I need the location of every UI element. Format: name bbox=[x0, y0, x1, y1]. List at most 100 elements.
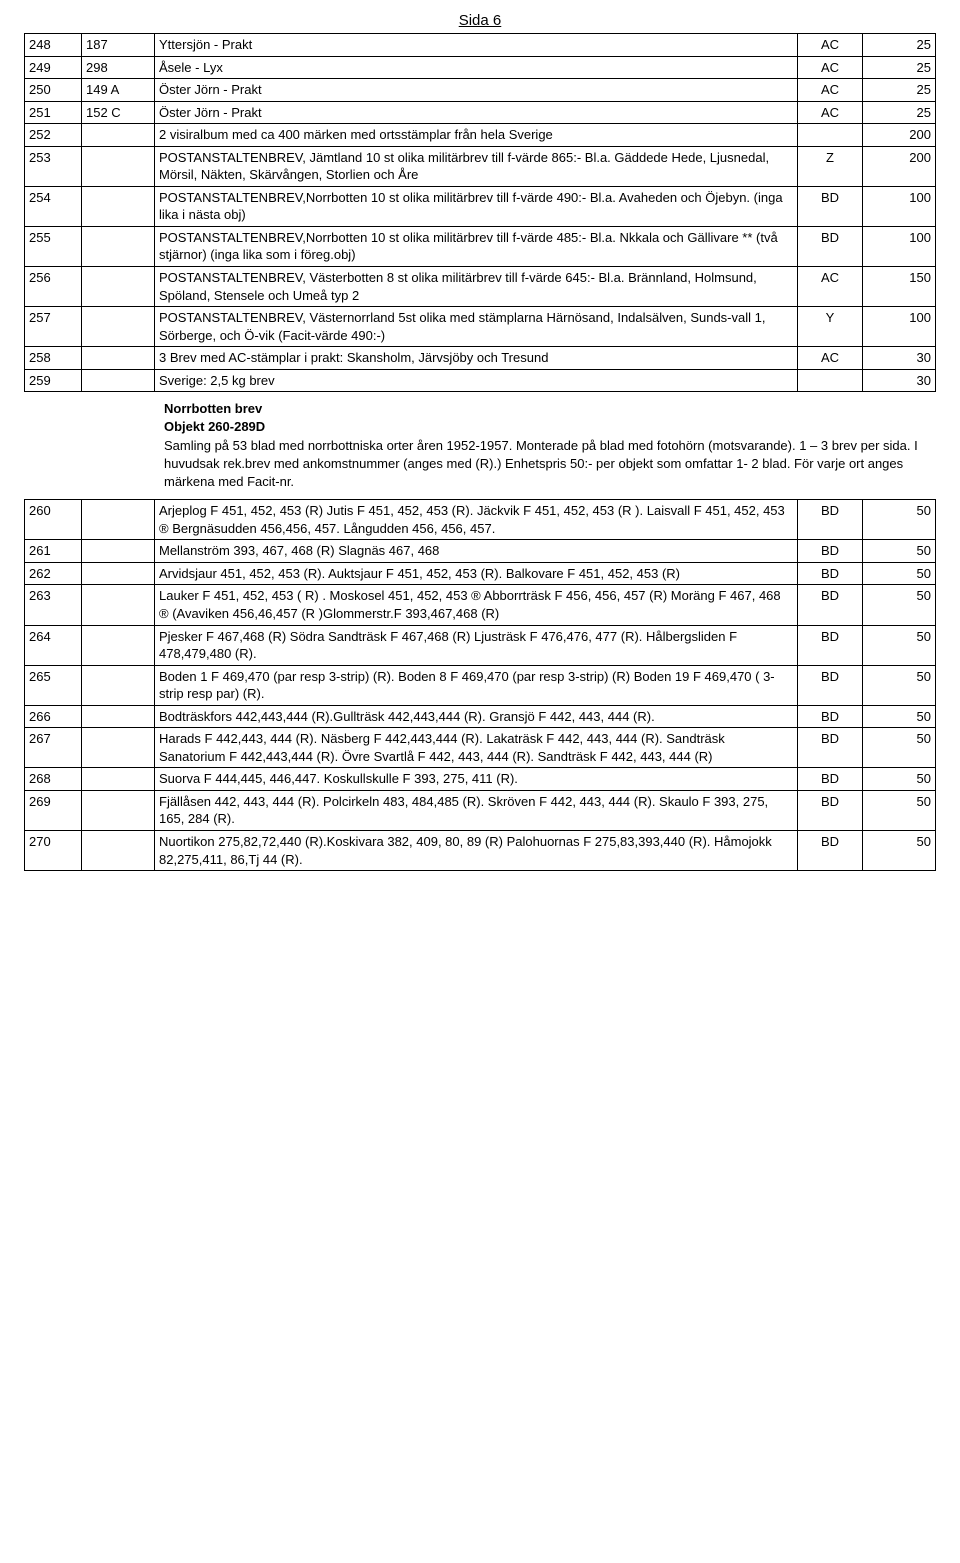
region: BD bbox=[798, 728, 863, 768]
table-row: 266 Bodträskfors 442,443,444 (R).Gullträs… bbox=[25, 705, 936, 728]
lot-number: 260 bbox=[25, 500, 82, 540]
sub-number bbox=[82, 226, 155, 266]
sub-number bbox=[82, 830, 155, 870]
region bbox=[798, 369, 863, 392]
section-intro: Norrbotten brevObjekt 260-289D Samling p… bbox=[24, 392, 936, 499]
description: Nuortikon 275,82,72,440 (R).Koskivara 38… bbox=[155, 830, 798, 870]
price: 25 bbox=[863, 56, 936, 79]
description: 3 Brev med AC-stämplar i prakt: Skanshol… bbox=[155, 347, 798, 370]
table-row: 267 Harads F 442,443, 444 (R). Näsberg F … bbox=[25, 728, 936, 768]
region: BD bbox=[798, 500, 863, 540]
table-row: 270 Nuortikon 275,82,72,440 (R).Koskivara… bbox=[25, 830, 936, 870]
description: Åsele - Lyx bbox=[155, 56, 798, 79]
lot-number: 267 bbox=[25, 728, 82, 768]
sub-number: 149 A bbox=[82, 79, 155, 102]
description: Harads F 442,443, 444 (R). Näsberg F 442… bbox=[155, 728, 798, 768]
sub-number bbox=[82, 705, 155, 728]
region: BD bbox=[798, 790, 863, 830]
sub-number bbox=[82, 728, 155, 768]
description: Sverige: 2,5 kg brev bbox=[155, 369, 798, 392]
sub-number bbox=[82, 665, 155, 705]
table-row: 265Boden 1 F 469,470 (par resp 3-strip) … bbox=[25, 665, 936, 705]
sub-number bbox=[82, 790, 155, 830]
price: 100 bbox=[863, 307, 936, 347]
region: Y bbox=[798, 307, 863, 347]
table-row: 260 Arjeplog F 451, 452, 453 (R) Jutis F … bbox=[25, 500, 936, 540]
lot-number: 251 bbox=[25, 101, 82, 124]
sub-number bbox=[82, 307, 155, 347]
price: 50 bbox=[863, 665, 936, 705]
table-row: 254POSTANSTALTENBREV,Norrbotten 10 st ol… bbox=[25, 186, 936, 226]
region: BD bbox=[798, 768, 863, 791]
price: 50 bbox=[863, 705, 936, 728]
price: 25 bbox=[863, 79, 936, 102]
region: AC bbox=[798, 34, 863, 57]
table-row: 249298Åsele - LyxAC25 bbox=[25, 56, 936, 79]
region: BD bbox=[798, 830, 863, 870]
lot-number: 262 bbox=[25, 562, 82, 585]
description: Öster Jörn - Prakt bbox=[155, 79, 798, 102]
price: 30 bbox=[863, 369, 936, 392]
description: Pjesker F 467,468 (R) Södra Sandträsk F … bbox=[155, 625, 798, 665]
region: BD bbox=[798, 705, 863, 728]
price: 30 bbox=[863, 347, 936, 370]
sub-number bbox=[82, 625, 155, 665]
lot-number: 261 bbox=[25, 540, 82, 563]
price: 50 bbox=[863, 790, 936, 830]
sub-number bbox=[82, 267, 155, 307]
sub-number: 298 bbox=[82, 56, 155, 79]
price: 150 bbox=[863, 267, 936, 307]
table-row: 248187Yttersjön - PraktAC25 bbox=[25, 34, 936, 57]
price: 200 bbox=[863, 124, 936, 147]
description: Bodträskfors 442,443,444 (R).Gullträsk 4… bbox=[155, 705, 798, 728]
sub-number bbox=[82, 369, 155, 392]
price: 100 bbox=[863, 226, 936, 266]
table-row: 255 POSTANSTALTENBREV,Norrbotten 10 st ol… bbox=[25, 226, 936, 266]
price: 50 bbox=[863, 540, 936, 563]
table-row: 268Suorva F 444,445, 446,447. Koskullsku… bbox=[25, 768, 936, 791]
region: BD bbox=[798, 226, 863, 266]
region: BD bbox=[798, 665, 863, 705]
table-row: 256 POSTANSTALTENBREV, Västerbotten 8 st … bbox=[25, 267, 936, 307]
region: BD bbox=[798, 585, 863, 625]
lot-number: 248 bbox=[25, 34, 82, 57]
lot-number: 256 bbox=[25, 267, 82, 307]
description: 2 visiralbum med ca 400 märken med ortss… bbox=[155, 124, 798, 147]
lot-number: 258 bbox=[25, 347, 82, 370]
region: Z bbox=[798, 146, 863, 186]
description: POSTANSTALTENBREV,Norrbotten 10 st olika… bbox=[155, 226, 798, 266]
table-row: 258 3 Brev med AC-stämplar i prakt: Skans… bbox=[25, 347, 936, 370]
table-row: 253 POSTANSTALTENBREV, Jämtland 10 st oli… bbox=[25, 146, 936, 186]
sub-number bbox=[82, 540, 155, 563]
lot-number: 259 bbox=[25, 369, 82, 392]
description: Boden 1 F 469,470 (par resp 3-strip) (R)… bbox=[155, 665, 798, 705]
sub-number: 187 bbox=[82, 34, 155, 57]
intro-title: Norrbotten brevObjekt 260-289D bbox=[164, 400, 932, 436]
price: 50 bbox=[863, 728, 936, 768]
lot-number: 268 bbox=[25, 768, 82, 791]
description: POSTANSTALTENBREV, Västerbotten 8 st oli… bbox=[155, 267, 798, 307]
lot-number: 264 bbox=[25, 625, 82, 665]
description: Arvidsjaur 451, 452, 453 (R). Auktsjaur … bbox=[155, 562, 798, 585]
lot-number: 250 bbox=[25, 79, 82, 102]
sub-number bbox=[82, 500, 155, 540]
description: POSTANSTALTENBREV, Jämtland 10 st olika … bbox=[155, 146, 798, 186]
sub-number bbox=[82, 347, 155, 370]
lot-number: 257 bbox=[25, 307, 82, 347]
lot-number: 249 bbox=[25, 56, 82, 79]
description: Arjeplog F 451, 452, 453 (R) Jutis F 451… bbox=[155, 500, 798, 540]
lot-number: 270 bbox=[25, 830, 82, 870]
description: POSTANSTALTENBREV,Norrbotten 10 st olika… bbox=[155, 186, 798, 226]
description: POSTANSTALTENBREV, Västernorrland 5st ol… bbox=[155, 307, 798, 347]
lot-number: 255 bbox=[25, 226, 82, 266]
lot-number: 266 bbox=[25, 705, 82, 728]
price: 25 bbox=[863, 34, 936, 57]
price: 200 bbox=[863, 146, 936, 186]
table-row: 261Mellanström 393, 467, 468 (R) Slagnäs… bbox=[25, 540, 936, 563]
price: 25 bbox=[863, 101, 936, 124]
description: Öster Jörn - Prakt bbox=[155, 101, 798, 124]
intro-body: Samling på 53 blad med norrbottniska ort… bbox=[164, 437, 932, 492]
lot-number: 253 bbox=[25, 146, 82, 186]
region: BD bbox=[798, 625, 863, 665]
price: 50 bbox=[863, 500, 936, 540]
